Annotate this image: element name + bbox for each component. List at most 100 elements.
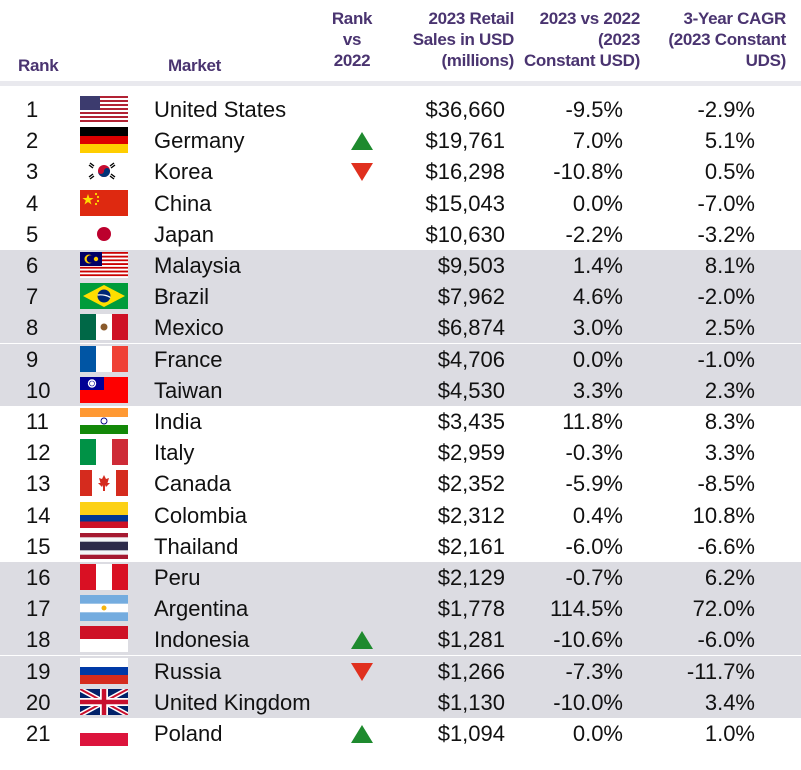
market-cell: Thailand bbox=[154, 533, 239, 559]
cagr-cell: 2.3% bbox=[704, 377, 755, 403]
yoy-cell: -7.3% bbox=[565, 658, 623, 684]
rank-up-arrow-icon bbox=[350, 131, 374, 151]
cagr-cell: 10.8% bbox=[692, 502, 755, 528]
rank-cell: 18 bbox=[26, 627, 51, 653]
sales-cell: $1,130 bbox=[437, 689, 505, 715]
rank-cell: 8 bbox=[26, 315, 39, 341]
market-cell: Indonesia bbox=[154, 627, 250, 653]
sales-cell: $19,761 bbox=[425, 128, 505, 154]
taiwan-flag-icon bbox=[80, 376, 128, 403]
market-header: Market bbox=[168, 56, 222, 75]
market-cell: Italy bbox=[154, 440, 195, 466]
cagr-cell: -2.9% bbox=[697, 97, 755, 122]
sales-cell: $2,161 bbox=[437, 533, 505, 559]
brazil-flag-icon bbox=[80, 283, 128, 310]
table-row: 21 Poland $1,094 0.0% 1.0% bbox=[0, 718, 801, 749]
sales-cell: $1,266 bbox=[437, 658, 505, 684]
cagr-cell: -6.0% bbox=[697, 627, 755, 653]
table-row: 9 France $4,706 0.0% -1.0% bbox=[0, 343, 801, 375]
rank-cell: 6 bbox=[26, 253, 39, 278]
indonesia-flag-icon bbox=[80, 626, 128, 653]
table-row: 5 Japan $10,630 -2.2% -3.2% bbox=[0, 219, 801, 250]
yoy-cell: 3.3% bbox=[572, 377, 623, 403]
cagr-cell: 0.5% bbox=[704, 159, 755, 185]
sales-cell: $2,959 bbox=[437, 440, 505, 466]
sales-cell: $7,962 bbox=[437, 284, 505, 310]
poland-flag-icon bbox=[80, 720, 128, 746]
rank-cell: 17 bbox=[26, 596, 51, 622]
table-header: Rank Market Rank vs 2022 2023 Retail Sales … bbox=[0, 0, 801, 82]
market-cell: Peru bbox=[154, 565, 201, 590]
table-row: 4 China $15,043 0.0% -7.0% bbox=[0, 188, 801, 219]
yoy-cell: -10.6% bbox=[553, 627, 623, 653]
rank-header: Rank bbox=[18, 56, 59, 75]
mexico-flag-icon bbox=[80, 314, 128, 341]
market-cell: Taiwan bbox=[154, 377, 223, 403]
yoy-cell: -0.3% bbox=[565, 440, 623, 466]
yoy-cell: 0.4% bbox=[572, 502, 623, 528]
sales-cell: $1,281 bbox=[437, 627, 505, 653]
cagr-cell: -7.0% bbox=[697, 190, 755, 216]
rank-cell: 9 bbox=[26, 346, 39, 372]
sales-cell: $3,435 bbox=[437, 409, 505, 434]
cagr-cell: 2.5% bbox=[704, 315, 755, 341]
yoy-cell: -2.2% bbox=[565, 221, 623, 247]
yoy-cell: 0.0% bbox=[572, 721, 623, 746]
market-cell: China bbox=[154, 190, 212, 216]
sales-cell: $9,503 bbox=[437, 253, 505, 278]
cagr-cell: 8.3% bbox=[704, 409, 755, 434]
argentina-flag-icon bbox=[80, 595, 128, 622]
yoy-cell: 11.8% bbox=[562, 409, 623, 434]
rank-cell: 13 bbox=[26, 471, 51, 497]
table-row: 17 Argentina $1,778 114.5% 72.0% bbox=[0, 593, 801, 625]
malaysia-flag-icon bbox=[80, 252, 128, 278]
yoy-cell: -0.7% bbox=[565, 565, 623, 590]
yoy-cell: -5.9% bbox=[565, 471, 623, 497]
sales-cell: $2,129 bbox=[437, 565, 505, 590]
yoy-cell: -10.8% bbox=[553, 159, 623, 185]
italy-flag-icon bbox=[80, 439, 128, 466]
cagr-cell: 8.1% bbox=[704, 253, 755, 278]
table-row: 6 Malaysia $9,503 1.4% 8.1% bbox=[0, 250, 801, 281]
table-row: 10 Taiwan $4,530 3.3% 2.3% bbox=[0, 374, 801, 406]
india-flag-icon bbox=[80, 408, 128, 434]
cagr-cell: 3.3% bbox=[704, 440, 755, 466]
yoy-cell: -10.0% bbox=[553, 689, 623, 715]
cagr-cell: -11.7% bbox=[686, 658, 755, 684]
market-cell: Brazil bbox=[154, 284, 210, 310]
market-cell: Argentina bbox=[154, 596, 249, 622]
sales-cell: $6,874 bbox=[437, 315, 505, 341]
sales-header: 2023 Retail Sales in USD (millions) bbox=[412, 9, 515, 70]
market-cell: Germany bbox=[154, 128, 245, 154]
sales-cell: $1,094 bbox=[437, 721, 505, 746]
yoy-cell: -6.0% bbox=[565, 533, 623, 559]
cagr-cell: 6.2% bbox=[704, 565, 755, 590]
russia-flag-icon bbox=[80, 657, 128, 684]
table-row: 11 India $3,435 11.8% 8.3% bbox=[0, 406, 801, 437]
table-row: 3 Korea $16,298 -10.8% 0.5% bbox=[0, 156, 801, 187]
thailand-flag-icon bbox=[80, 532, 128, 559]
cagr-cell: -3.2% bbox=[697, 221, 755, 247]
japan-flag-icon bbox=[80, 220, 128, 247]
table-row: 13 Canada $2,352 -5.9% -8.5% bbox=[0, 468, 801, 499]
yoy-cell: 7.0% bbox=[572, 128, 623, 154]
peru-flag-icon bbox=[80, 564, 128, 590]
cagr-cell: 5.1% bbox=[704, 128, 755, 154]
cagr-cell: 3.4% bbox=[704, 689, 755, 715]
table-row: 8 Mexico $6,874 3.0% 2.5% bbox=[0, 312, 801, 344]
sales-cell: $2,312 bbox=[437, 502, 505, 528]
sales-cell: $2,352 bbox=[437, 471, 505, 497]
rank-down-arrow-icon bbox=[350, 662, 374, 682]
table-row: 20 United Kingdom $1,130 -10.0% 3.4% bbox=[0, 686, 801, 718]
cagr-cell: 72.0% bbox=[692, 596, 755, 622]
canada-flag-icon bbox=[80, 470, 128, 497]
table-row: 1 United States $36,660 -9.5% -2.9% bbox=[0, 94, 801, 125]
market-cell: United Kingdom bbox=[154, 689, 311, 715]
table-row: 2 Germany $19,761 7.0% 5.1% bbox=[0, 125, 801, 156]
market-cell: Colombia bbox=[154, 502, 247, 528]
uk-flag-icon bbox=[80, 688, 128, 715]
korea-flag-icon bbox=[80, 158, 128, 185]
sales-cell: $4,530 bbox=[437, 377, 505, 403]
table-row: 14 Colombia $2,312 0.4% 10.8% bbox=[0, 500, 801, 531]
yoy-cell: 114.5% bbox=[550, 596, 623, 622]
